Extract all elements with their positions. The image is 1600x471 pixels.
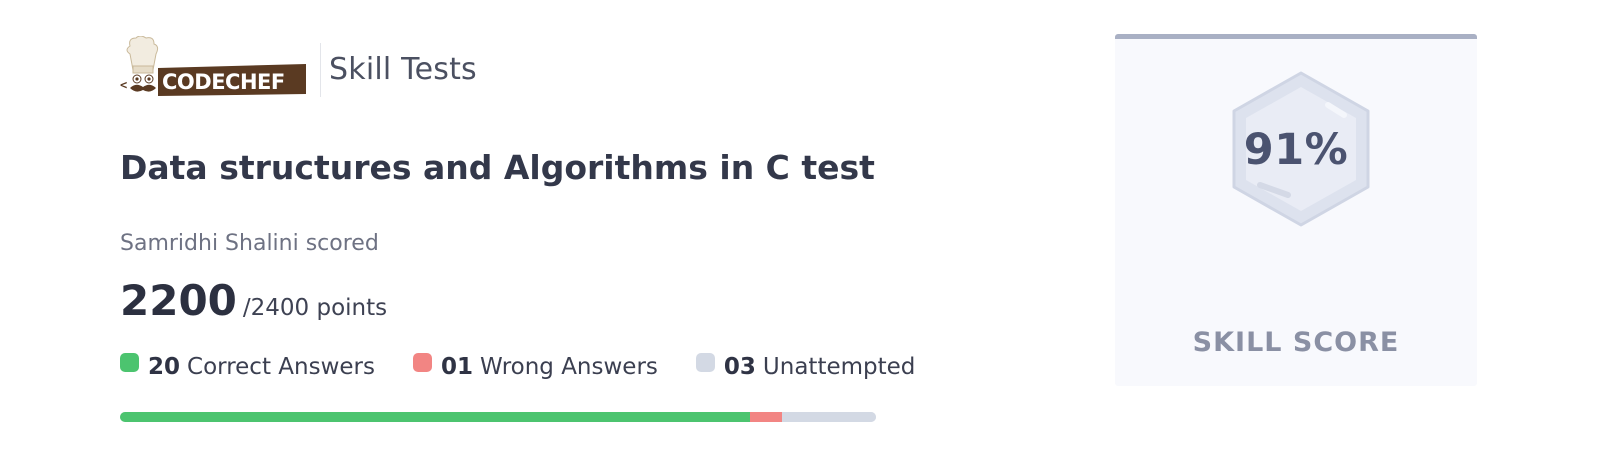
unattempted-label: Unattempted — [762, 354, 916, 380]
brand-header: < CODECHEF Skill Tests — [120, 36, 477, 104]
correct-dot-icon — [120, 352, 139, 372]
svg-text:<: < — [120, 78, 127, 92]
progress-wrong-segment — [750, 412, 782, 422]
unattempted-count: 03 — [723, 354, 756, 380]
score-summary: 2200 /2400 points — [120, 276, 387, 328]
hexagon-badge-icon — [1232, 71, 1370, 227]
legend-unattempted: 03 Unattempted — [695, 352, 916, 380]
logo-divider — [320, 43, 321, 97]
answers-progress-bar — [120, 412, 876, 422]
progress-unattempted-segment — [781, 412, 876, 422]
test-title: Data structures and Algorithms in C test — [120, 148, 875, 187]
svg-text:CODECHEF: CODECHEF — [162, 70, 285, 94]
scored-text: Samridhi Shalini scored — [120, 231, 379, 256]
score-points: 2200 — [120, 276, 237, 325]
progress-correct-segment — [120, 412, 750, 422]
wrong-label: Wrong Answers — [479, 354, 658, 380]
codechef-logo[interactable]: < CODECHEF — [120, 36, 312, 104]
legend-wrong: 01 Wrong Answers — [412, 352, 658, 380]
correct-label: Correct Answers — [187, 354, 375, 380]
wrong-dot-icon — [412, 352, 432, 372]
skill-score-card: 91% SKILL SCORE — [1115, 34, 1477, 386]
section-title[interactable]: Skill Tests — [329, 51, 477, 87]
unattempted-dot-icon — [695, 352, 715, 372]
wrong-count: 01 — [440, 354, 473, 380]
score-total: /2400 points — [242, 295, 388, 321]
skill-score-label: SKILL SCORE — [1192, 327, 1400, 358]
legend-correct: 20 Correct Answers — [120, 352, 375, 380]
correct-count: 20 — [148, 354, 181, 380]
answers-legend: 20 Correct Answers 01 Wrong Answers 03 U… — [120, 352, 916, 380]
skill-score-value: 91% — [1243, 125, 1349, 175]
